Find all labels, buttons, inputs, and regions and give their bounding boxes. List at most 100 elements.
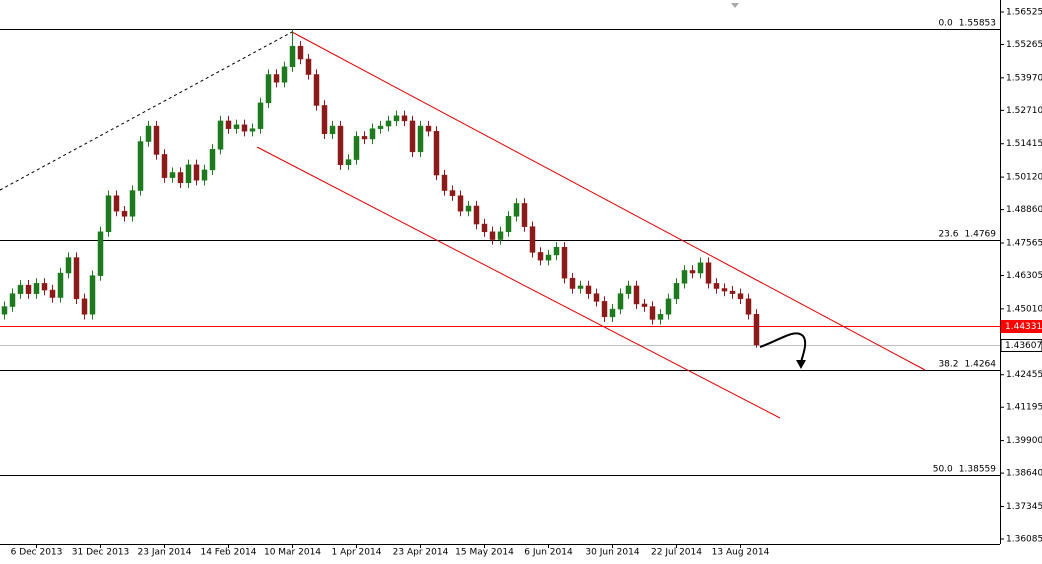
y-tick-label: 1.45010 <box>1006 304 1042 314</box>
x-tick-label: 31 Dec 2013 <box>72 548 130 558</box>
y-tick-label: 1.48860 <box>1006 205 1042 215</box>
candle-body <box>177 172 184 184</box>
candle-body <box>337 125 344 165</box>
price-label: 1.43607 <box>1005 341 1042 351</box>
candle-body <box>305 58 312 75</box>
fib-price: 1.55853 <box>959 18 996 28</box>
candle-body <box>681 270 688 284</box>
candle-body <box>505 216 512 233</box>
arrow-curve <box>759 332 807 363</box>
candle-body <box>705 262 712 284</box>
candle-body <box>569 277 576 289</box>
candle-body <box>201 169 208 181</box>
candle-body <box>73 257 80 300</box>
fib-label: 50.0 1.38559 <box>933 464 997 474</box>
dashed-trendline <box>0 31 293 191</box>
candle-body <box>633 285 640 305</box>
candle-body <box>1 306 8 315</box>
channel-lower <box>256 146 781 419</box>
y-tick-label: 1.46305 <box>1006 271 1042 281</box>
candle-body <box>577 285 584 289</box>
candle-body <box>425 125 432 132</box>
candle-body <box>193 164 200 181</box>
candle-body <box>81 298 88 315</box>
candle-body <box>121 210 128 217</box>
candle-body <box>697 262 704 274</box>
candle-body <box>65 257 72 274</box>
x-tick-label: 23 Apr 2014 <box>393 548 449 558</box>
candle-body <box>745 298 752 315</box>
channel-upper <box>291 31 926 371</box>
x-tick-label: 10 Mar 2014 <box>264 548 321 558</box>
candle-body <box>585 285 592 294</box>
candle-body <box>729 290 736 294</box>
candles <box>1 29 760 348</box>
x-tick-label: 1 Apr 2014 <box>332 548 382 558</box>
candle-body <box>465 205 472 212</box>
candle-body <box>529 226 536 253</box>
candle-body <box>625 285 632 294</box>
candle-body <box>609 308 616 318</box>
candle-body <box>393 115 400 122</box>
x-tick-label: 22 Jul 2014 <box>651 548 702 558</box>
candle-body <box>601 301 608 318</box>
candle-body <box>225 120 232 129</box>
fib-level: 50.0 <box>933 464 953 474</box>
candle-body <box>713 283 720 289</box>
y-tick-label: 1.42455 <box>1006 370 1042 380</box>
candle-body <box>41 283 48 291</box>
candle-body <box>657 314 664 320</box>
candle-body <box>553 246 560 256</box>
candle-body <box>137 141 144 191</box>
candle-body <box>185 164 192 184</box>
candle-body <box>489 231 496 240</box>
candle-body <box>641 303 648 307</box>
candle-body <box>313 74 320 106</box>
y-tick-label: 1.51415 <box>1006 139 1042 149</box>
candle-body <box>273 74 280 83</box>
x-tick-label: 13 Aug 2014 <box>712 548 770 558</box>
fib-price: 1.38559 <box>959 464 996 474</box>
x-tick-label: 6 Jun 2014 <box>524 548 573 558</box>
x-tick-label: 15 May 2014 <box>455 548 514 558</box>
candle-body <box>433 130 440 176</box>
candle-body <box>89 275 96 315</box>
candle-body <box>209 149 216 171</box>
fib-label: 0.0 1.55853 <box>938 18 996 28</box>
y-tick-label: 1.53970 <box>1006 73 1042 83</box>
candle-body <box>449 190 456 196</box>
candle-body <box>561 246 568 279</box>
price-label-box <box>1000 320 1042 333</box>
fib-level: 23.6 <box>938 229 958 239</box>
candle-body <box>537 252 544 261</box>
candle-body <box>169 172 176 178</box>
fib-label: 38.2 1.4264 <box>938 359 996 369</box>
candle-body <box>9 293 16 307</box>
candle-body <box>57 272 64 298</box>
candle-body <box>521 203 528 227</box>
candle-body <box>369 128 376 140</box>
candle-body <box>417 125 424 153</box>
arrow-head <box>796 360 806 369</box>
candle-body <box>353 136 360 160</box>
candle-body <box>289 45 296 68</box>
candle-body <box>249 128 256 132</box>
candle-body <box>105 195 112 233</box>
candle-body <box>737 293 744 300</box>
candle-body <box>297 45 304 60</box>
candle-body <box>241 124 248 132</box>
axes: 1.56525 1.55265 1.53970 1.52710 1.51415 1.501… <box>11 7 1042 558</box>
candle-body <box>49 289 56 298</box>
y-tick-label: 1.47565 <box>1006 238 1042 248</box>
candle-body <box>257 102 264 129</box>
candle-body <box>361 136 368 140</box>
candle-body <box>481 223 488 233</box>
price-label-box <box>1000 339 1042 352</box>
candle-body <box>153 125 160 155</box>
candle-body <box>385 120 392 127</box>
candle-body <box>753 314 760 346</box>
candle-body <box>129 190 136 217</box>
candle-body <box>649 306 656 320</box>
